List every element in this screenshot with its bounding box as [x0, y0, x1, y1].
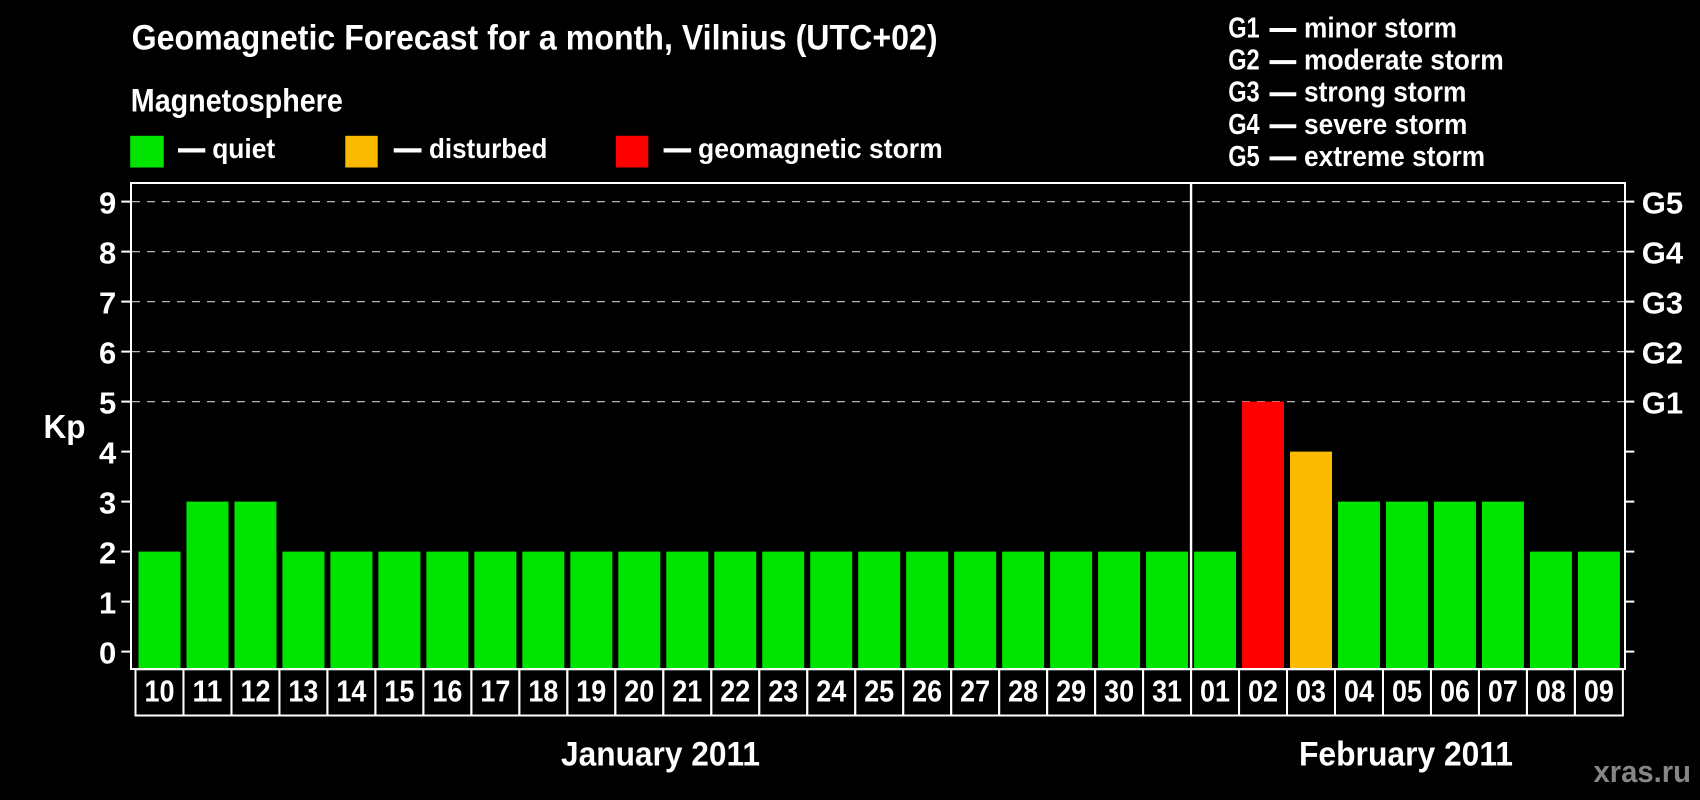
svg-text:8: 8 [99, 235, 116, 270]
svg-text:9: 9 [99, 185, 116, 220]
svg-text:04: 04 [1344, 674, 1375, 709]
svg-text:17: 17 [480, 674, 510, 709]
svg-text:23: 23 [768, 674, 798, 709]
svg-text:22: 22 [720, 674, 750, 709]
svg-text:06: 06 [1440, 674, 1470, 709]
svg-text:4: 4 [99, 435, 117, 470]
svg-text:30: 30 [1104, 674, 1134, 709]
svg-text:3: 3 [99, 485, 116, 520]
svg-text:11: 11 [192, 674, 222, 709]
svg-text:Magnetosphere: Magnetosphere [131, 82, 343, 118]
svg-text:03: 03 [1296, 674, 1326, 709]
svg-text:05: 05 [1392, 674, 1422, 709]
svg-text:extreme storm: extreme storm [1304, 141, 1485, 173]
svg-text:G5: G5 [1642, 185, 1683, 220]
svg-text:16: 16 [432, 674, 462, 709]
svg-text:G4: G4 [1228, 109, 1260, 141]
svg-text:19: 19 [576, 674, 606, 709]
svg-text:20: 20 [624, 674, 654, 709]
svg-text:29: 29 [1056, 674, 1086, 709]
svg-text:07: 07 [1488, 674, 1518, 709]
svg-text:G5: G5 [1228, 141, 1260, 173]
svg-text:02: 02 [1248, 674, 1278, 709]
svg-text:G2: G2 [1228, 45, 1260, 77]
svg-text:G1: G1 [1228, 13, 1260, 45]
svg-text:27: 27 [960, 674, 990, 709]
svg-text:severe storm: severe storm [1304, 109, 1467, 141]
svg-text:09: 09 [1584, 674, 1614, 709]
svg-text:geomagnetic storm: geomagnetic storm [698, 133, 943, 164]
svg-text:18: 18 [528, 674, 558, 709]
svg-text:1: 1 [99, 585, 116, 620]
svg-text:25: 25 [864, 674, 894, 709]
svg-text:Geomagnetic Forecast for a mon: Geomagnetic Forecast for a month, Vilniu… [132, 19, 938, 58]
svg-text:February 2011: February 2011 [1299, 735, 1513, 773]
svg-text:01: 01 [1200, 674, 1230, 709]
svg-text:January 2011: January 2011 [561, 735, 760, 773]
svg-text:12: 12 [240, 674, 270, 709]
svg-text:15: 15 [384, 674, 414, 709]
svg-text:strong storm: strong storm [1304, 77, 1466, 109]
svg-text:minor storm: minor storm [1304, 13, 1457, 45]
svg-text:28: 28 [1008, 674, 1038, 709]
svg-text:26: 26 [912, 674, 942, 709]
svg-text:G2: G2 [1642, 335, 1683, 370]
svg-text:14: 14 [336, 674, 367, 709]
svg-text:10: 10 [144, 674, 174, 709]
svg-text:2: 2 [99, 535, 116, 570]
svg-text:G4: G4 [1642, 235, 1684, 270]
svg-text:G3: G3 [1228, 77, 1260, 109]
svg-text:G3: G3 [1642, 285, 1683, 320]
svg-text:6: 6 [99, 335, 116, 370]
svg-text:G1: G1 [1642, 385, 1683, 420]
svg-text:moderate storm: moderate storm [1304, 45, 1504, 77]
svg-text:08: 08 [1536, 674, 1566, 709]
svg-text:5: 5 [99, 385, 116, 420]
svg-text:31: 31 [1152, 674, 1182, 709]
svg-text:7: 7 [99, 285, 116, 320]
svg-text:0: 0 [99, 635, 116, 670]
svg-text:disturbed: disturbed [429, 133, 547, 164]
svg-text:21: 21 [672, 674, 702, 709]
svg-text:13: 13 [288, 674, 318, 709]
svg-text:24: 24 [816, 674, 847, 709]
svg-text:xras.ru: xras.ru [1594, 754, 1692, 789]
svg-text:quiet: quiet [212, 133, 275, 164]
svg-text:Kp: Kp [44, 408, 86, 445]
